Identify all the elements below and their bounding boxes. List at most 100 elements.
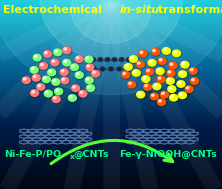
Circle shape [32,74,41,82]
Circle shape [33,75,36,78]
Circle shape [149,60,152,63]
Circle shape [112,57,117,62]
Circle shape [59,68,69,76]
Circle shape [166,69,176,77]
Circle shape [75,71,84,79]
Circle shape [80,91,83,94]
Circle shape [182,62,185,64]
Circle shape [145,84,147,87]
Circle shape [40,0,182,60]
Circle shape [84,55,94,63]
Circle shape [138,92,141,94]
Circle shape [141,75,151,83]
Circle shape [60,77,69,84]
Circle shape [36,83,46,91]
Circle shape [47,68,56,76]
Circle shape [55,50,57,52]
Circle shape [178,91,187,99]
Circle shape [32,54,42,62]
Circle shape [171,95,173,98]
Circle shape [157,57,167,65]
Circle shape [76,73,79,75]
Circle shape [51,59,60,67]
Circle shape [64,60,67,62]
Circle shape [147,69,149,72]
Circle shape [189,67,198,75]
Circle shape [22,76,31,84]
Circle shape [157,69,160,71]
Circle shape [100,67,106,71]
Circle shape [62,59,71,67]
Circle shape [56,89,58,91]
Circle shape [70,64,80,72]
Circle shape [174,51,176,53]
Circle shape [163,48,166,51]
Circle shape [129,55,138,63]
Circle shape [180,93,182,95]
Circle shape [178,81,181,84]
Circle shape [91,67,97,71]
Circle shape [169,94,178,102]
Circle shape [121,71,131,79]
Circle shape [79,90,88,98]
Circle shape [158,77,161,79]
Circle shape [185,85,194,94]
Circle shape [54,88,64,96]
Circle shape [155,67,165,75]
Circle shape [157,98,166,106]
Circle shape [68,94,77,102]
Circle shape [157,76,166,84]
Circle shape [131,57,133,59]
Circle shape [75,55,84,64]
Circle shape [30,89,40,98]
Circle shape [147,59,157,67]
Circle shape [129,55,139,63]
Circle shape [67,94,77,102]
Circle shape [78,90,88,98]
Circle shape [0,0,222,94]
Circle shape [64,48,67,50]
Circle shape [44,90,54,98]
Circle shape [127,81,136,89]
Circle shape [190,77,200,85]
Circle shape [143,83,152,91]
Circle shape [84,76,94,84]
Circle shape [154,84,157,86]
Circle shape [166,77,176,85]
Circle shape [49,70,52,72]
Circle shape [33,54,42,62]
Circle shape [126,57,132,62]
Circle shape [169,62,178,70]
Circle shape [61,70,64,72]
Circle shape [86,84,96,92]
Circle shape [188,67,198,75]
Text: in-situ: in-situ [119,5,159,15]
Circle shape [62,46,71,54]
Circle shape [132,69,141,77]
Circle shape [73,86,75,88]
Circle shape [86,64,95,72]
Text: Electrochemical: Electrochemical [3,5,106,15]
Circle shape [54,97,56,99]
Circle shape [44,77,46,79]
Circle shape [172,49,181,57]
Circle shape [52,60,55,62]
Circle shape [136,91,145,99]
Circle shape [22,77,31,85]
Circle shape [54,88,63,95]
Circle shape [91,70,100,78]
Circle shape [23,78,26,80]
Circle shape [137,62,140,64]
Circle shape [162,92,164,94]
Circle shape [137,91,146,99]
Circle shape [142,75,151,84]
Circle shape [178,92,188,100]
Circle shape [62,47,72,55]
Circle shape [139,50,148,58]
Circle shape [156,67,165,76]
Circle shape [167,78,170,81]
Circle shape [36,83,46,91]
Circle shape [75,71,84,79]
Circle shape [71,84,80,92]
Circle shape [43,50,53,58]
